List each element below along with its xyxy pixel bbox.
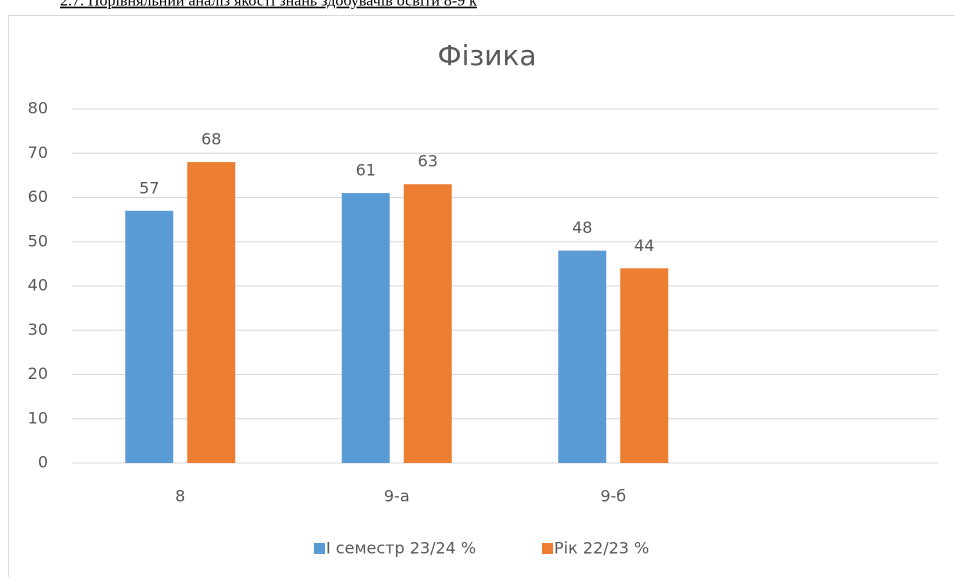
x-tick-label: 8 [175, 487, 185, 506]
y-tick-label: 50 [28, 231, 48, 250]
x-tick-label: 9-б [600, 487, 626, 506]
bar [620, 268, 669, 463]
y-tick-label: 30 [28, 320, 48, 339]
legend-label: Рік 22/23 % [554, 539, 649, 558]
chart-border [8, 15, 955, 577]
data-label: 44 [634, 236, 654, 255]
chart-title: Фізика [437, 39, 536, 72]
legend-label: І семестр 23/24 % [326, 539, 476, 558]
bar [187, 162, 236, 463]
data-label: 68 [201, 130, 221, 149]
y-tick-label: 10 [28, 408, 48, 427]
data-label: 48 [572, 218, 592, 237]
y-tick-label: 0 [38, 453, 48, 472]
legend-swatch [314, 543, 325, 554]
data-label: 57 [139, 178, 159, 197]
y-tick-label: 70 [28, 143, 48, 162]
legend-swatch [542, 543, 553, 554]
bar [341, 193, 390, 463]
x-tick-label: 9-а [384, 487, 410, 506]
heading: 2.7. Порівняльний аналіз якості знань зд… [60, 0, 477, 10]
bar [125, 210, 174, 463]
y-tick-label: 60 [28, 187, 48, 206]
bar [403, 184, 452, 463]
data-label: 63 [418, 152, 438, 171]
data-label: 61 [356, 161, 376, 180]
y-tick-label: 80 [28, 99, 48, 118]
bar [558, 250, 607, 463]
y-tick-label: 40 [28, 276, 48, 295]
y-tick-label: 20 [28, 364, 48, 383]
